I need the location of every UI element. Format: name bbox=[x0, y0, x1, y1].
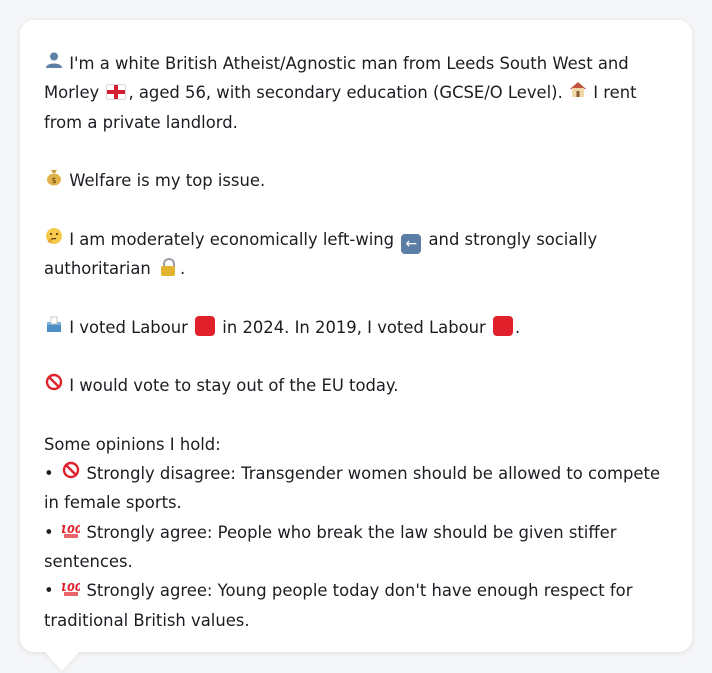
opinion-text: Strongly agree: People who break the law… bbox=[44, 522, 617, 572]
intro-text-a: I'm a white British Atheist/Agnostic man… bbox=[44, 54, 629, 103]
hundred-points-icon: 100 bbox=[60, 518, 83, 547]
vote-end: . bbox=[515, 317, 521, 337]
left-arrow-icon: ← bbox=[401, 233, 422, 254]
intro-text-b: , aged 56, with secondary education (GCS… bbox=[128, 83, 563, 103]
red-square-icon bbox=[493, 315, 513, 336]
svg-text:100: 100 bbox=[62, 581, 80, 594]
intro-text-c: I rent from a private landlord. bbox=[44, 83, 637, 132]
red-square-icon bbox=[195, 315, 216, 336]
prohibited-icon bbox=[44, 371, 64, 400]
eu-text: I would vote to stay out of the EU today… bbox=[69, 376, 399, 396]
opinion-item: • Strongly disagree: Transgender women s… bbox=[44, 459, 672, 518]
top-issue-paragraph: $ Welfare is my top issue. bbox=[44, 166, 672, 195]
speech-bubble-tail bbox=[44, 651, 80, 671]
ballot-box-icon bbox=[44, 313, 64, 342]
top-issue-text: Welfare is my top issue. bbox=[69, 171, 266, 191]
lock-icon bbox=[158, 257, 178, 277]
svg-text:100: 100 bbox=[62, 523, 80, 536]
money-bag-icon: $ bbox=[44, 166, 64, 195]
hundred-points-icon: 100 bbox=[60, 576, 83, 605]
ideology-text-b: and strongly socially authoritarian bbox=[44, 229, 598, 279]
ideology-end: . bbox=[179, 259, 186, 279]
england-flag-icon bbox=[106, 84, 127, 101]
opinion-text: Strongly disagree: Transgender women sho… bbox=[44, 464, 661, 513]
opinions-heading: Some opinions I hold: bbox=[44, 434, 221, 454]
opinion-item: • 100 Strongly agree: People who break t… bbox=[44, 518, 672, 577]
ideology-paragraph: I am moderately economically left-wing ←… bbox=[44, 225, 672, 284]
eu-paragraph: I would vote to stay out of the EU today… bbox=[44, 371, 672, 400]
person-silhouette-icon bbox=[44, 49, 64, 78]
ideology-text-a: I am moderately economically left-wing bbox=[69, 229, 395, 249]
house-icon bbox=[568, 78, 588, 107]
svg-text:$: $ bbox=[51, 176, 56, 185]
opinion-item: • 100 Strongly agree: Young people today… bbox=[44, 576, 672, 635]
prohibited-icon bbox=[61, 459, 81, 488]
profile-card: I'm a white British Atheist/Agnostic man… bbox=[20, 20, 692, 652]
thinking-face-icon bbox=[44, 225, 64, 254]
vote-paragraph: I voted Labour in 2024. In 2019, I voted… bbox=[44, 313, 672, 342]
vote-text-a: I voted Labour bbox=[69, 317, 188, 337]
intro-paragraph: I'm a white British Atheist/Agnostic man… bbox=[44, 49, 672, 137]
opinion-text: Strongly agree: Young people today don't… bbox=[44, 581, 633, 630]
vote-text-b: in 2024. In 2019, I voted Labour bbox=[222, 317, 486, 337]
